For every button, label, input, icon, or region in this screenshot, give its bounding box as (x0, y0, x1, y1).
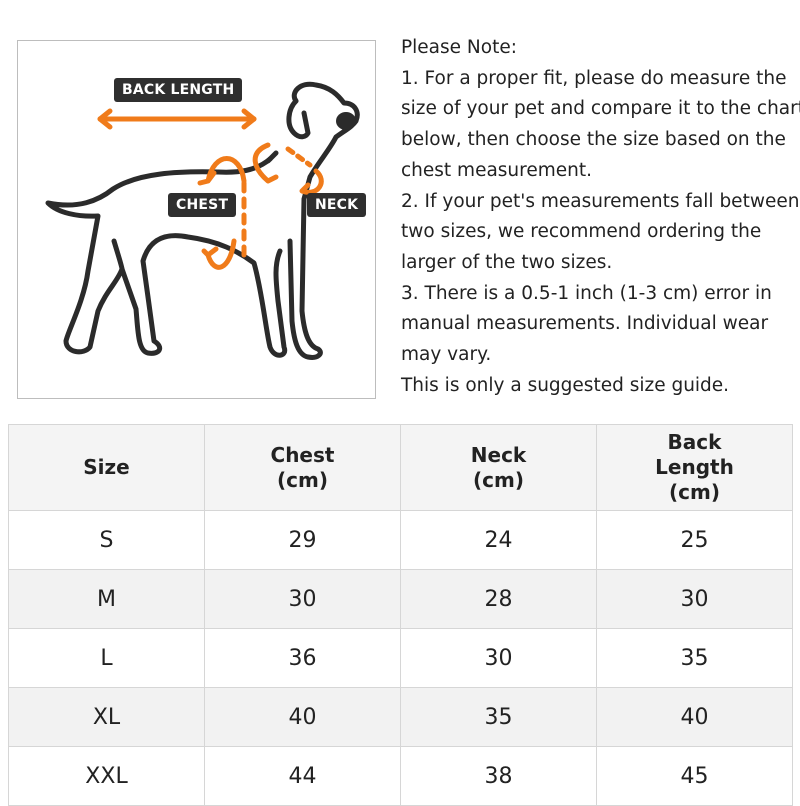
chest-arrow-bottom (201, 238, 237, 270)
table-row: XL 40 35 40 (8, 687, 793, 747)
cell-size: XL (8, 687, 205, 747)
cell-back-length: 25 (596, 510, 793, 570)
cell-neck: 30 (400, 628, 597, 688)
note-line: larger of the two sizes. (401, 251, 613, 273)
neck-label: NECK (307, 193, 367, 217)
neck-dashed-line (285, 146, 313, 168)
header-text: Chest (270, 442, 335, 467)
neck-arrow-left (252, 142, 279, 184)
dog-illustration (45, 81, 360, 360)
back-length-label: BACK LENGTH (114, 78, 243, 102)
size-notes: Please Note: 1. For a proper fit, please… (401, 33, 800, 401)
cell-back-length: 35 (596, 628, 793, 688)
header-back-length: Back Length (cm) (596, 424, 793, 511)
notes-heading: Please Note: (401, 37, 517, 58)
cell-size: S (8, 510, 205, 570)
cell-neck: 38 (400, 746, 597, 806)
note-line: chest measurement. (401, 159, 592, 181)
cell-neck: 24 (400, 510, 597, 570)
chest-label: CHEST (168, 193, 237, 217)
cell-back-length: 45 (596, 746, 793, 806)
cell-chest: 36 (204, 628, 401, 688)
cell-neck: 28 (400, 569, 597, 629)
header-unit: (cm) (473, 467, 524, 492)
cell-size: L (8, 628, 205, 688)
note-line: may vary. (401, 344, 492, 366)
cell-chest: 44 (204, 746, 401, 806)
table-row: M 30 28 30 (8, 569, 793, 629)
header-unit: (cm) (669, 480, 720, 504)
header-text: Size (83, 455, 130, 479)
cell-size: M (8, 569, 205, 629)
cell-back-length: 40 (596, 687, 793, 747)
header-chest: Chest (cm) (204, 424, 401, 511)
note-line: two sizes, we recommend ordering the (401, 221, 762, 243)
note-line: This is only a suggested size guide. (401, 374, 730, 396)
header-size: Size (8, 424, 205, 511)
note-line: manual measurements. Individual wear (401, 313, 769, 335)
note-line: size of your pet and compare it to the c… (401, 98, 800, 120)
note-line: below, then choose the size based on the (401, 129, 786, 151)
header-neck: Neck (cm) (400, 424, 597, 511)
table-row: XXL 44 38 45 (8, 746, 793, 806)
size-chart-table: Size Chest (cm) Neck (cm) Back Length (cm) S… (8, 424, 793, 806)
note-line: 3. There is a 0.5-1 inch (1-3 cm) error … (401, 282, 772, 304)
table-row: S 29 24 25 (8, 510, 793, 570)
header-unit: (cm) (277, 467, 328, 492)
dog-measurement-diagram: BACK LENGTH CHEST NECK (17, 40, 376, 399)
table-row: L 36 30 35 (8, 628, 793, 688)
header-text: Back (667, 430, 722, 454)
cell-chest: 40 (204, 687, 401, 747)
header-text: Neck (470, 442, 527, 467)
cell-chest: 29 (204, 510, 401, 570)
dog-nose (336, 112, 356, 130)
neck-arrow-right (299, 168, 324, 195)
cell-back-length: 30 (596, 569, 793, 629)
note-line: 1. For a proper fit, please do measure t… (401, 67, 787, 89)
cell-chest: 30 (204, 569, 401, 629)
note-line: 2. If your pet's measurements fall betwe… (401, 190, 800, 212)
chest-arrow-top (197, 156, 247, 186)
cell-neck: 35 (400, 687, 597, 747)
table-header-row: Size Chest (cm) Neck (cm) Back Length (cm) (8, 424, 793, 511)
cell-size: XXL (8, 746, 205, 806)
header-text: Length (655, 455, 734, 479)
